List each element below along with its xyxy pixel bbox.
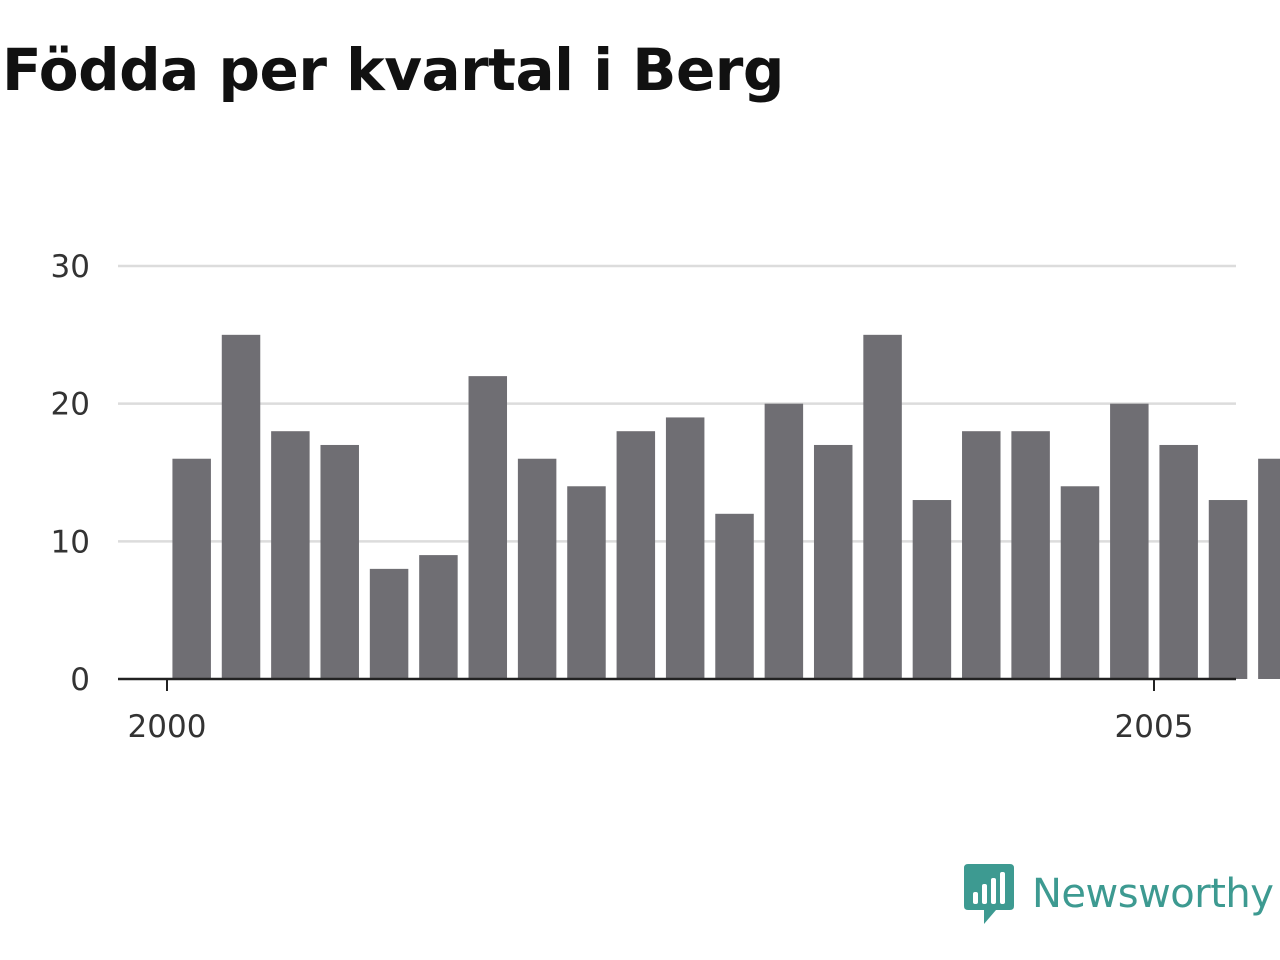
bar [1258,458,1280,679]
bar [616,431,656,679]
bar [468,376,508,679]
bar [172,458,211,679]
bar [271,431,310,679]
y-tick-label: 10 [51,524,90,560]
bar [567,486,606,679]
bar [715,513,754,679]
bar [863,334,902,679]
bar [1060,486,1100,679]
axes: 0102030200020052010201520202025 [51,249,1236,745]
bar [369,568,409,679]
bars: 15 [172,334,1280,679]
bar [517,458,557,679]
bar [912,500,952,679]
bar [813,444,853,679]
x-tick-label: 2005 [1115,709,1194,745]
bar [1011,431,1050,679]
chart-title: Födda per kvartal i Berg [2,36,784,104]
bar [764,403,804,679]
bar [665,417,705,679]
brand-name: Newsworthy [1032,871,1274,917]
bar [1208,500,1248,679]
bar [221,334,261,679]
bar [419,555,458,679]
bar [962,431,1001,679]
bar [1159,444,1198,679]
y-tick-label: 20 [51,387,90,423]
newsworthy-logo-icon [964,864,1014,924]
x-tick-label: 2000 [128,709,207,745]
bar [320,444,359,679]
y-tick-label: 30 [51,249,90,285]
bar [1110,403,1149,679]
newsworthy-logo: Newsworthy [962,862,1274,926]
y-tick-label: 0 [70,662,90,698]
